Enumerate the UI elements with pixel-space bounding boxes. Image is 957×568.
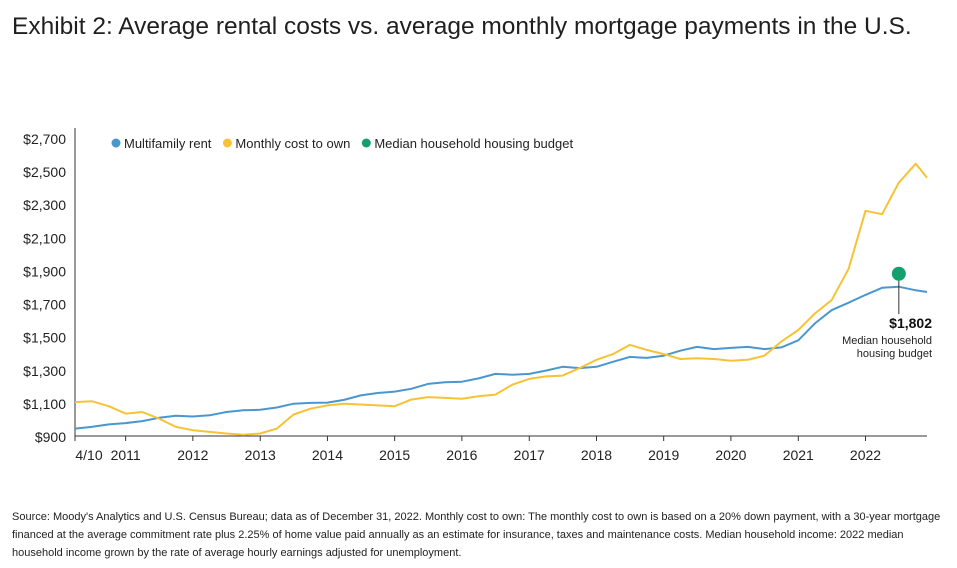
y-tick-label: $1,500 [23, 330, 66, 346]
median-budget-point [891, 266, 906, 281]
x-tick-label: 2014 [312, 447, 343, 460]
x-tick-label: 2016 [446, 447, 477, 460]
y-tick-label: $2,500 [23, 164, 66, 180]
y-tick-label: $1,700 [23, 297, 66, 313]
y-tick-label: $1,300 [23, 363, 66, 379]
legend-monthly-cost-to-own-marker [222, 138, 232, 148]
page-title: Exhibit 2: Average rental costs vs. aver… [12, 13, 912, 40]
x-tick-label: 2022 [850, 447, 881, 460]
median-budget-annotation: Median household [842, 335, 932, 347]
x-tick-label: 4/10 [75, 447, 102, 460]
x-tick-label: 2015 [379, 447, 410, 460]
y-axis: $900 $1,100 $1,300 $1,500 $1,700 $1,900 $2,100… [23, 128, 76, 445]
y-tick-label: $2,300 [23, 197, 66, 213]
x-tick-label: 2017 [514, 447, 545, 460]
y-tick-label: $1,900 [23, 263, 66, 279]
x-tick-label: 2021 [783, 447, 814, 460]
y-tick-label: $2,100 [23, 230, 66, 246]
y-tick-label: $2,700 [23, 131, 66, 147]
x-tick-label: 2012 [177, 447, 208, 460]
series-line-monthly-cost-to-own [74, 162, 928, 436]
legend-monthly-cost-to-own-label: Monthly cost to own [235, 136, 350, 151]
median-budget-value-label: $1,802 [889, 315, 932, 331]
legend-median-household-housing-budget-marker [361, 138, 371, 148]
source-note: Source: Moody's Analytics and U.S. Censu… [12, 511, 941, 559]
x-tick-label: 2018 [581, 447, 612, 460]
x-axis: 4/10 2011 2012 2013 2014 2015 2016 2017 2018 2019… [74, 435, 927, 460]
x-tick-label: 2011 [111, 447, 141, 460]
median-budget-annotation: housing budget [857, 348, 932, 360]
y-tick-label: $1,100 [23, 396, 66, 412]
series-line-multifamily-rent [74, 285, 928, 430]
series-layer [74, 162, 928, 436]
legend-median-household-housing-budget-label: Median household housing budget [374, 136, 573, 151]
legend-multifamily-rent-marker [111, 138, 121, 148]
y-tick-label: $900 [35, 429, 66, 445]
legend: Multifamily rent Monthly cost to own Media… [111, 136, 573, 151]
x-tick-label: 2019 [648, 447, 679, 460]
legend-multifamily-rent-label: Multifamily rent [124, 136, 212, 151]
x-tick-label: 2013 [245, 447, 276, 460]
chart: $900 $1,100 $1,300 $1,500 $1,700 $1,900 $2,100… [23, 128, 932, 460]
x-tick-label: 2020 [715, 447, 746, 460]
